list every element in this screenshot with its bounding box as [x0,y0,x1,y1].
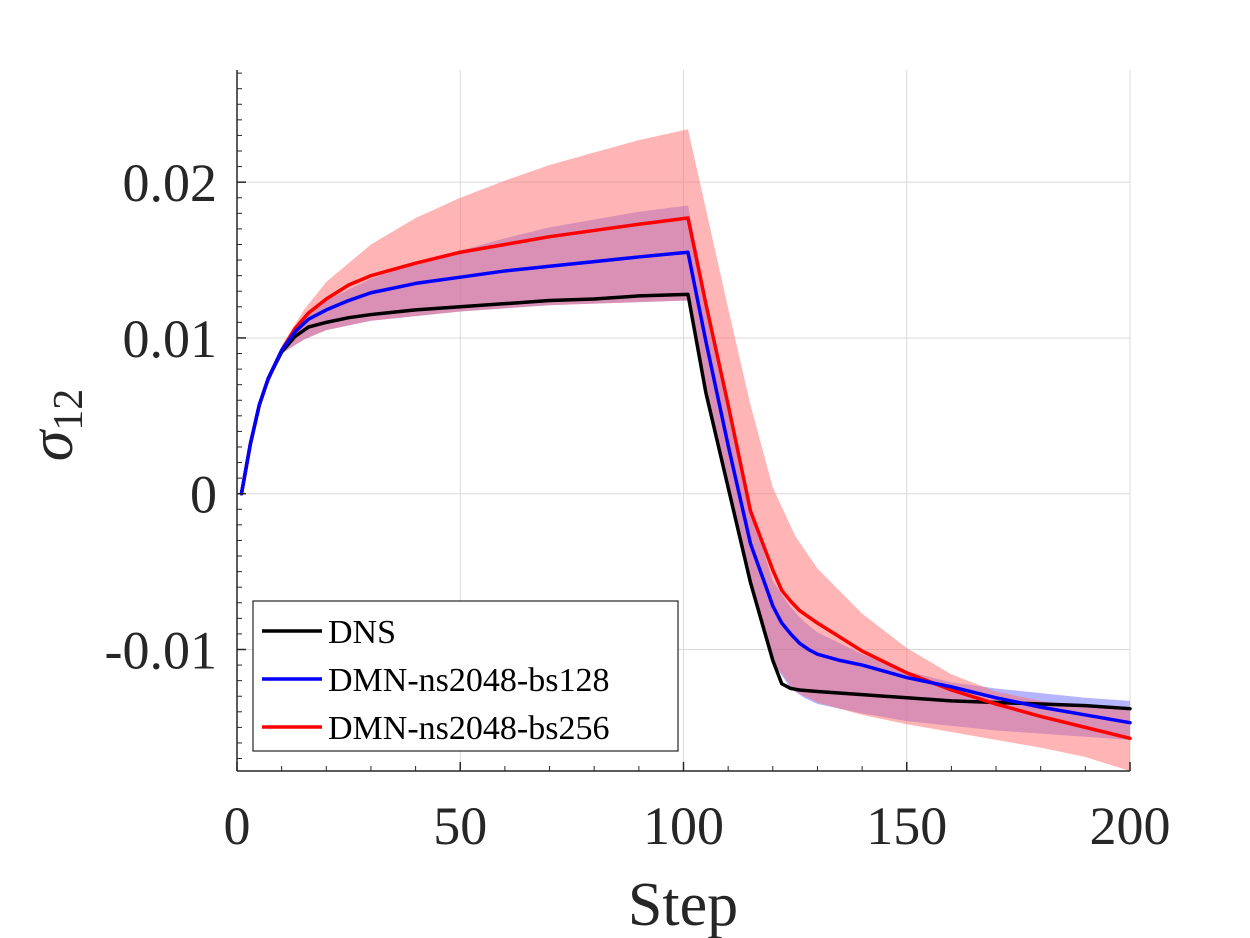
line-dns [239,292,1132,711]
y-tick-label: -0.01 [105,620,217,680]
legend-label-dns: DNS [328,614,396,651]
tick-labels: 0 50 100 150 200 -0.01 0 0.01 0.02 [105,153,1171,856]
legend: DNS DMN-ns2048-bs128 DMN-ns2048-bs256 [252,600,679,752]
band-bs256 [241,129,1131,771]
y-axis-title-sub: 12 [46,389,92,431]
y-tick-label: 0 [190,465,217,525]
series-lines [239,216,1132,741]
legend-label-bs256: DMN-ns2048-bs256 [328,710,609,747]
x-tick-label: 150 [866,796,947,856]
y-tick-label: 0.01 [123,309,218,369]
x-tick-label: 50 [433,796,487,856]
axes [236,70,1131,772]
legend-box [252,600,679,752]
x-tick-label: 0 [224,796,251,856]
x-axis-title: Step [628,871,738,938]
line-bs256 [239,216,1132,741]
y-axis-title: σ12 [18,389,92,462]
y-axis-title-base: σ [18,428,86,461]
legend-label-bs128: DMN-ns2048-bs128 [328,662,609,699]
confidence-bands [241,129,1131,771]
line-bs128 [239,250,1132,725]
x-tick-label: 100 [643,796,724,856]
y-tick-label: 0.02 [123,153,218,213]
x-tick-label: 200 [1090,796,1171,856]
